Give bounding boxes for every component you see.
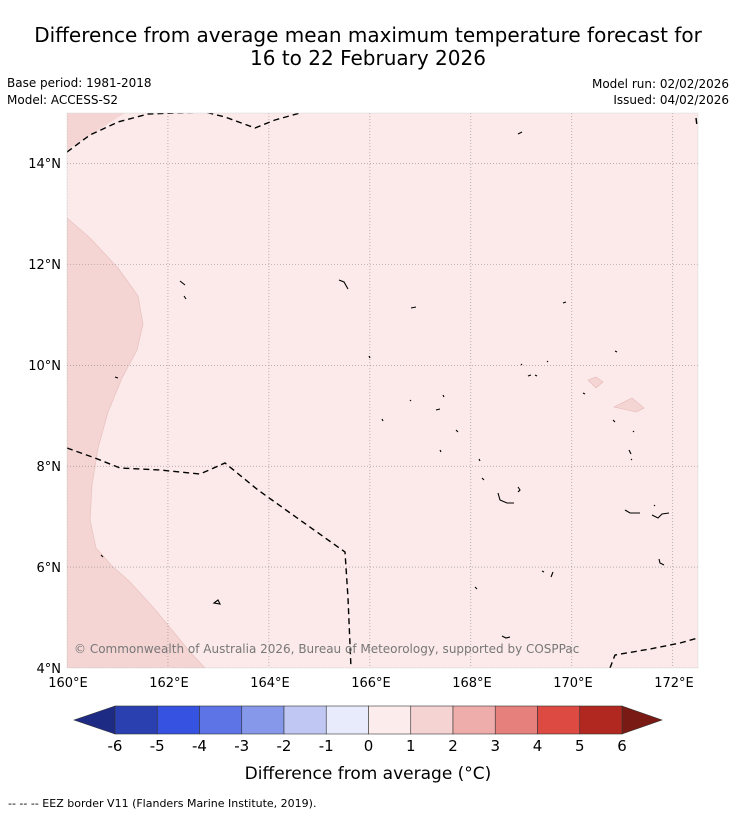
colorbar-segment <box>579 705 623 735</box>
colorbar-segment <box>241 705 285 735</box>
lat-label: 14°N <box>28 157 61 172</box>
base-period: Base period: 1981-2018 <box>7 76 152 90</box>
graticule <box>67 113 698 668</box>
colorbar-segment <box>114 705 158 735</box>
model-name: Model: ACCESS-S2 <box>7 93 119 107</box>
lon-label: 164°E <box>250 676 290 691</box>
colorbar-segment <box>156 705 200 735</box>
colorbar-segment <box>494 705 538 735</box>
island-outlines <box>100 131 670 639</box>
lon-label: 162°E <box>149 676 189 691</box>
colorbar-tick-label: -3 <box>234 737 249 755</box>
lon-label: 170°E <box>553 676 593 691</box>
eez-legend: -- -- -- EEZ border V11 (Flanders Marine… <box>8 797 317 810</box>
lat-label: 6°N <box>37 561 62 576</box>
colorbar-tick-label: 5 <box>575 737 585 755</box>
colorbar-segment <box>199 705 243 735</box>
colorbar-title: Difference from average (°C) <box>244 764 492 784</box>
colorbar-tick-label: -2 <box>277 737 292 755</box>
map-frame <box>66 112 699 669</box>
colorbar: -6 -5 -4 -3 -2 -1 0 1 2 3 4 5 6 <box>73 705 663 755</box>
warm-anomaly-patch <box>613 397 645 413</box>
lat-label: 10°N <box>28 359 61 374</box>
colorbar-tick-label: 0 <box>364 737 374 755</box>
colorbar-high-extension <box>621 705 663 735</box>
title-line-2: 16 to 22 February 2026 <box>250 46 486 70</box>
colorbar-tick-label: 6 <box>617 737 627 755</box>
colorbar-tick-label: 4 <box>533 737 543 755</box>
colorbar-tick-label: 1 <box>406 737 416 755</box>
issued-date: Issued: 04/02/2026 <box>613 93 729 107</box>
colorbar-segment <box>368 705 412 735</box>
colorbar-segment <box>410 705 454 735</box>
colorbar-segment <box>325 705 369 735</box>
model-run: Model run: 02/02/2026 <box>591 77 729 91</box>
lat-label: 4°N <box>37 662 62 677</box>
copyright-notice: © Commonwealth of Australia 2026, Bureau… <box>74 642 579 656</box>
warm-anomaly-patch <box>587 376 604 389</box>
lat-label: 12°N <box>28 258 61 273</box>
lon-label: 172°E <box>654 676 694 691</box>
colorbar-segment <box>537 705 581 735</box>
eez-borders <box>67 113 698 668</box>
colorbar-tick-label: 2 <box>448 737 458 755</box>
colorbar-tick-label: -4 <box>192 737 207 755</box>
colorbar-segment <box>452 705 496 735</box>
colorbar-tick-label: -1 <box>319 737 334 755</box>
colorbar-tick-label: -6 <box>108 737 123 755</box>
lon-label: 168°E <box>452 676 492 691</box>
colorbar-segment <box>283 705 327 735</box>
colorbar-low-extension <box>73 705 116 735</box>
lon-label: 160°E <box>48 676 88 691</box>
colorbar-tick-label: -5 <box>150 737 165 755</box>
colorbar-tick-label: 3 <box>490 737 500 755</box>
map-background <box>67 113 698 668</box>
lat-label: 8°N <box>37 460 62 475</box>
lon-label: 166°E <box>351 676 391 691</box>
title-line-1: Difference from average mean maximum tem… <box>34 23 702 47</box>
